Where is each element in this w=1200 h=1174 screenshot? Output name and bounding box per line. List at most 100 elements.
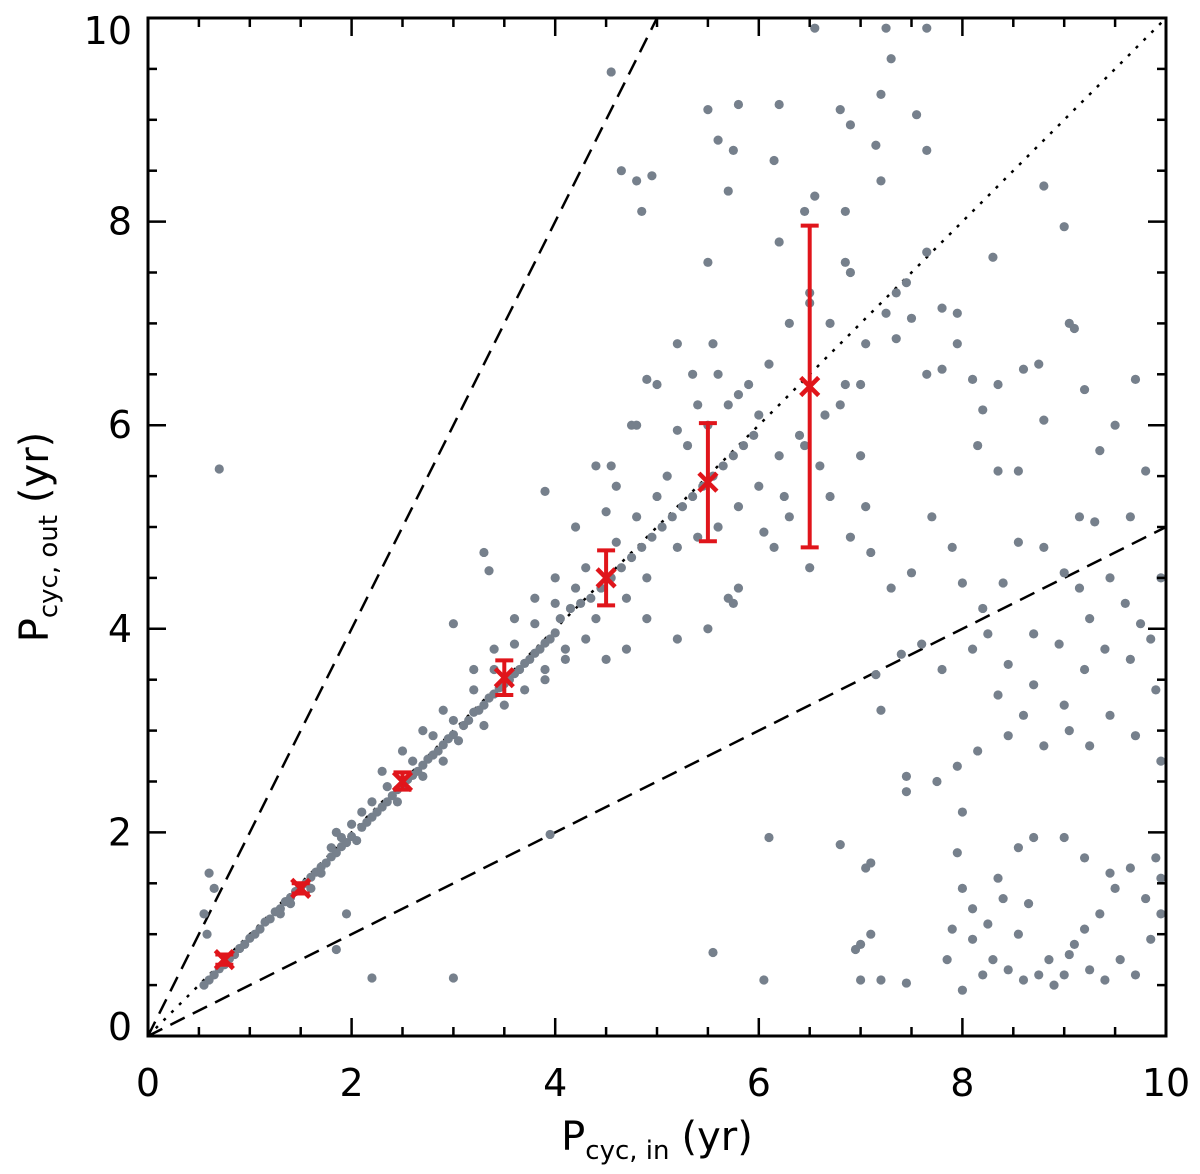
x-tick-labels: 0 2 4 6 8 10 <box>136 1061 1190 1105</box>
scatter-point <box>616 166 626 176</box>
scatter-point <box>1090 517 1100 527</box>
scatter-point <box>794 430 805 440</box>
scatter-point <box>652 491 662 502</box>
scatter-point <box>1039 181 1049 191</box>
scatter-point <box>713 522 723 532</box>
scatter-point <box>530 619 540 629</box>
scatter-point <box>642 374 652 384</box>
scatter-point <box>418 771 428 782</box>
scatter-point <box>713 135 723 145</box>
scatter-point <box>845 120 856 130</box>
scatter-point <box>866 547 876 558</box>
scatter-point <box>891 334 901 344</box>
scatter-point <box>209 970 219 980</box>
scatter-point <box>957 578 968 588</box>
scatter-point <box>728 451 738 461</box>
scatter-point <box>255 924 265 934</box>
scatter-point <box>876 705 886 715</box>
scatter-point <box>285 899 296 909</box>
binned-mean-marker <box>697 471 719 493</box>
scatter-point <box>1064 726 1074 736</box>
scatter-point <box>1130 731 1141 741</box>
scatter-point <box>626 420 637 430</box>
scatter-point <box>1156 873 1166 883</box>
scatter-point <box>774 99 784 110</box>
scatter-point <box>891 288 901 298</box>
scatter-point <box>555 614 565 624</box>
scatter-point <box>713 369 723 379</box>
scatter-point <box>861 339 871 349</box>
scatter-point <box>952 339 962 349</box>
scatter-point <box>265 914 275 924</box>
scatter-point <box>367 797 377 807</box>
scatter-point <box>911 110 922 120</box>
scatter-point <box>723 400 733 410</box>
scatter-point <box>861 502 871 512</box>
scatter-point <box>1039 542 1049 552</box>
x-axis-title-unit: (yr) <box>682 1114 753 1160</box>
scatter-point <box>672 542 682 552</box>
scatter-point <box>1120 598 1130 608</box>
x-tick-label: 10 <box>1142 1061 1190 1105</box>
scatter-point <box>693 400 703 410</box>
scatter-point <box>586 593 596 603</box>
binned-mean-marker <box>391 770 414 793</box>
scatter-point <box>540 664 550 675</box>
scatter-point <box>901 787 912 797</box>
scatter-point <box>550 628 560 638</box>
scatter-point <box>703 105 713 115</box>
scatter-point <box>535 644 545 654</box>
scatter-point <box>418 726 428 736</box>
scatter-point <box>1085 741 1095 751</box>
scatter-point <box>901 978 912 988</box>
scatter-point <box>464 715 474 726</box>
scatter-point <box>922 23 932 33</box>
scatter-point <box>759 527 769 537</box>
scatter-point <box>581 563 591 573</box>
x-tick-label: 2 <box>340 1061 364 1105</box>
scatter-point <box>382 797 392 807</box>
scatter-point <box>1105 573 1115 583</box>
scatter-point <box>1049 980 1059 990</box>
y-tick-label: 6 <box>108 403 132 447</box>
scatter-point <box>560 644 570 654</box>
scatter-point <box>397 746 408 756</box>
y-axis-title: Pcyc, out (yr) <box>12 432 64 643</box>
scatter-point <box>993 873 1003 883</box>
scatter-point <box>718 461 728 471</box>
scatter-point <box>779 491 789 502</box>
scatter-point <box>845 532 856 542</box>
scatter-point <box>540 486 550 496</box>
scatter-point <box>1013 929 1023 939</box>
scatter-point <box>1151 853 1161 863</box>
scatter-point <box>499 700 509 710</box>
scatter-point <box>1039 415 1049 425</box>
scatter-point <box>1064 949 1074 960</box>
scatter-point <box>922 369 932 379</box>
scatter-point <box>835 105 845 115</box>
scatter-point <box>749 430 759 440</box>
scatter-point <box>1125 654 1135 664</box>
scatter-point <box>357 807 367 817</box>
scatter-point <box>952 308 962 318</box>
scatter-point <box>967 904 978 914</box>
scatter-point <box>978 405 988 415</box>
scatter-point <box>952 761 962 771</box>
scatter-point <box>240 939 250 949</box>
binned-mean-marker <box>290 877 312 899</box>
scatter-point <box>377 766 387 776</box>
scatter-point <box>708 947 718 958</box>
scatter-point <box>942 955 952 965</box>
scatter-point <box>764 359 774 369</box>
scatter-point <box>800 440 810 451</box>
scatter-point <box>998 578 1008 588</box>
scatter-point <box>1044 955 1054 965</box>
y-tick-label: 4 <box>108 607 132 651</box>
scatter-point <box>947 924 957 934</box>
scatter-point <box>708 339 718 349</box>
scatter-point <box>682 440 693 451</box>
scatter-point <box>1034 359 1044 369</box>
scatter-point <box>1146 934 1156 944</box>
scatter-point <box>978 603 988 614</box>
